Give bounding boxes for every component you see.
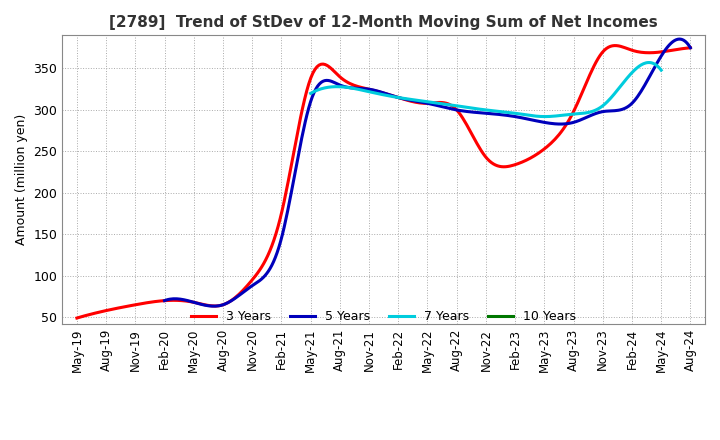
3 Years <box>590 63 598 69</box>
7 Years <box>645 60 654 65</box>
3 Years <box>631 48 639 54</box>
7 Years <box>514 111 523 116</box>
5 Years <box>473 110 482 115</box>
7 Years <box>306 91 315 96</box>
3 Years <box>686 45 695 51</box>
7 Years <box>521 112 529 117</box>
Title: [2789]  Trend of StDev of 12-Month Moving Sum of Net Incomes: [2789] Trend of StDev of 12-Month Moving… <box>109 15 658 30</box>
7 Years <box>603 99 611 104</box>
Line: 3 Years: 3 Years <box>77 46 690 318</box>
5 Years <box>162 297 171 303</box>
5 Years <box>639 86 647 91</box>
3 Years <box>73 315 81 321</box>
7 Years <box>515 111 523 117</box>
5 Years <box>686 45 695 51</box>
5 Years <box>210 304 218 309</box>
3 Years <box>75 315 84 320</box>
Line: 5 Years: 5 Years <box>165 39 690 306</box>
3 Years <box>610 43 618 48</box>
Y-axis label: Amount (million yen): Amount (million yen) <box>15 114 28 245</box>
Legend: 3 Years, 5 Years, 7 Years, 10 Years: 3 Years, 5 Years, 7 Years, 10 Years <box>192 310 576 323</box>
Line: 7 Years: 7 Years <box>310 62 661 117</box>
5 Years <box>484 111 492 116</box>
3 Years <box>448 103 456 109</box>
5 Years <box>675 37 684 42</box>
5 Years <box>161 298 169 303</box>
3 Years <box>436 100 444 105</box>
7 Years <box>307 90 316 95</box>
3 Years <box>438 100 446 105</box>
5 Years <box>475 110 484 115</box>
5 Years <box>606 108 614 114</box>
7 Years <box>625 73 634 78</box>
7 Years <box>541 114 549 119</box>
7 Years <box>657 67 665 73</box>
